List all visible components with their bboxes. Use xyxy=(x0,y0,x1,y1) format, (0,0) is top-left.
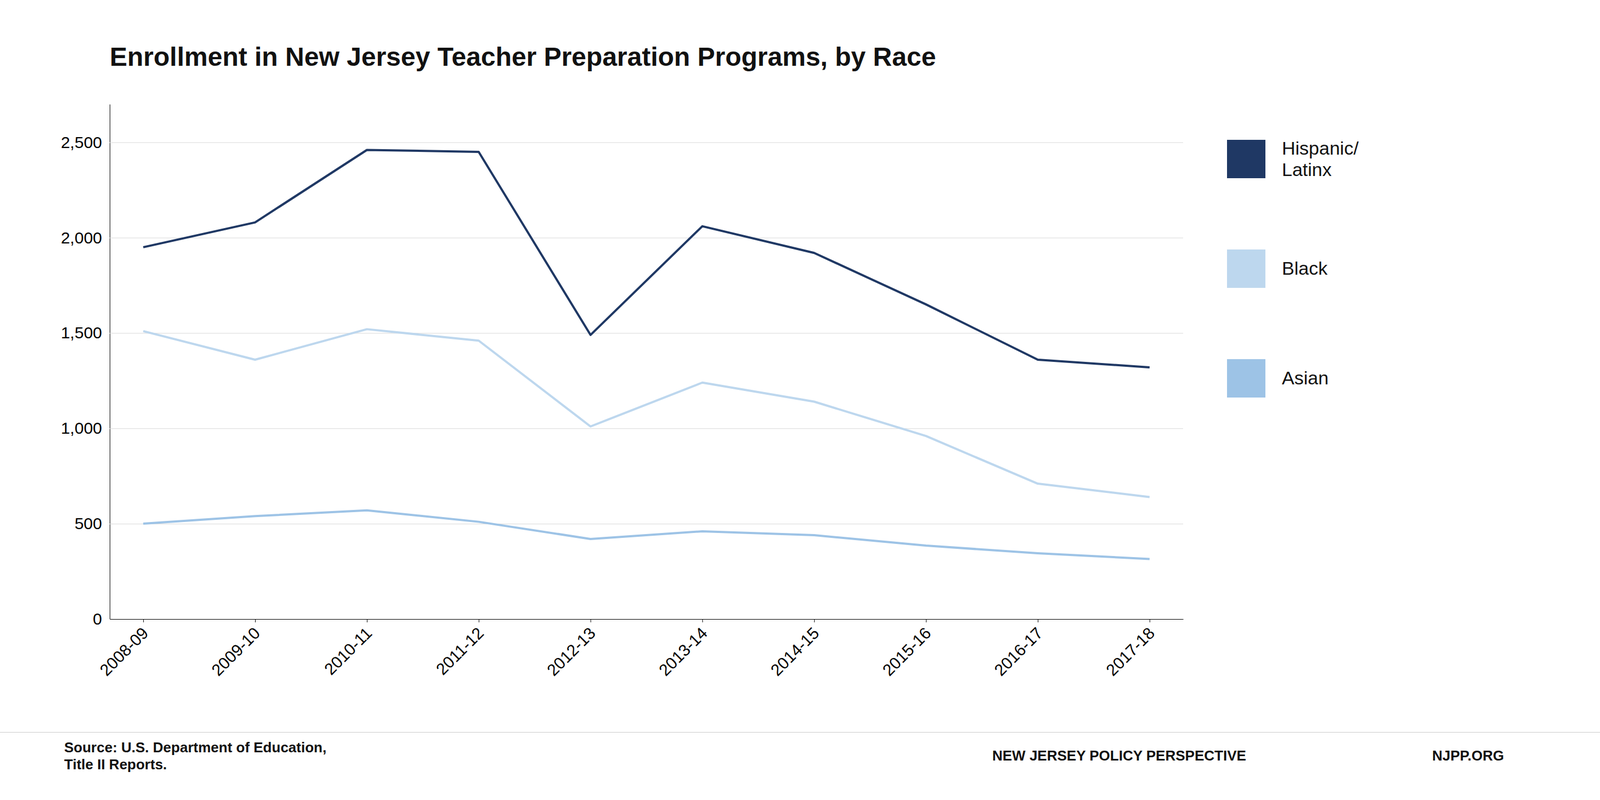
y-tick-label: 2,000 xyxy=(60,228,103,247)
annotation: NEW JERSEY POLICY PERSPECTIVE xyxy=(992,747,1247,765)
x-tick-label: 2015-16 xyxy=(878,623,935,680)
annotation: NJPP.ORG xyxy=(1432,747,1505,765)
grid-line xyxy=(109,428,1184,429)
series-line xyxy=(143,510,1150,560)
y-tick: 2,000 xyxy=(60,228,1184,247)
legend-item: Hispanic/ Latinx xyxy=(1227,137,1359,182)
x-tick: 2009-10 xyxy=(207,619,264,680)
x-tick-mark xyxy=(478,619,480,623)
x-tick-label: 2010-11 xyxy=(320,623,376,679)
y-tick-label: 1,500 xyxy=(60,323,103,342)
x-tick-label: 2013-14 xyxy=(655,623,711,680)
legend: Hispanic/ Latinx Black Asian xyxy=(1227,137,1359,467)
x-tick-label: 2017-18 xyxy=(1102,623,1158,680)
x-tick-mark xyxy=(1037,619,1039,623)
x-tick: 2014-15 xyxy=(766,619,823,680)
plot: 05001,0001,5002,0002,5002008-092009-1020… xyxy=(60,104,1184,680)
y-axis: 0 500 1,000 1,500 2,000 2,500 xyxy=(60,104,1184,629)
x-tick-mark xyxy=(366,619,368,623)
annotation: Source: U.S. Department of Education, Ti… xyxy=(64,739,327,774)
x-tick: 2011-12 xyxy=(432,619,488,679)
chart: Enrollment in New Jersey Teacher Prepara… xyxy=(0,0,1600,800)
x-tick: 2008-09 xyxy=(95,619,152,680)
grid-line xyxy=(109,237,1184,239)
y-tick: 1,000 xyxy=(60,419,1184,438)
grid-line xyxy=(109,332,1184,334)
footer-separator xyxy=(0,732,1600,733)
x-tick-label: 2014-15 xyxy=(766,623,823,680)
x-tick-mark xyxy=(590,619,592,623)
y-tick: 0 xyxy=(92,609,1184,629)
y-tick-label: 0 xyxy=(92,609,103,629)
legend-item: Black xyxy=(1227,246,1359,291)
x-tick: 2017-18 xyxy=(1102,619,1158,680)
legend-swatch xyxy=(1227,139,1266,179)
x-tick: 2010-11 xyxy=(320,619,376,679)
y-tick-label: 500 xyxy=(74,514,103,533)
x-tick: 2013-14 xyxy=(655,619,711,680)
x-tick-label: 2016-17 xyxy=(990,623,1047,680)
x-tick-label: 2011-12 xyxy=(432,623,488,679)
x-tick-mark xyxy=(1149,619,1151,623)
legend-swatch xyxy=(1227,249,1266,288)
x-tick-mark xyxy=(813,619,815,623)
legend-swatch xyxy=(1227,359,1266,398)
grid-line xyxy=(109,619,1184,620)
y-tick: 1,500 xyxy=(60,323,1184,342)
legend-item: Asian xyxy=(1227,356,1359,401)
x-axis-line xyxy=(110,619,1184,620)
legend-label: Asian xyxy=(1281,367,1329,389)
y-tick-label: 1,000 xyxy=(60,419,103,438)
x-tick-mark xyxy=(925,619,927,623)
x-tick-mark xyxy=(143,619,144,623)
x-tick-mark xyxy=(255,619,256,623)
x-tick: 2015-16 xyxy=(878,619,935,680)
series-line xyxy=(143,149,1150,367)
title: Enrollment in New Jersey Teacher Prepara… xyxy=(109,42,936,72)
legend-label: Black xyxy=(1281,257,1328,280)
x-tick: 2016-17 xyxy=(990,619,1047,680)
y-axis-line xyxy=(109,104,111,620)
lines xyxy=(143,149,1150,559)
x-tick: 2012-13 xyxy=(543,619,599,680)
legend-label: Hispanic/ Latinx xyxy=(1281,137,1359,181)
series-line xyxy=(143,329,1150,497)
y-tick-label: 2,500 xyxy=(60,133,103,152)
x-tick-mark xyxy=(702,619,703,623)
grid-line xyxy=(109,523,1184,525)
x-axis: 2008-09 2009-10 2010-11 2011-12 2012-13 2013-… xyxy=(95,619,1184,680)
grid-line xyxy=(109,142,1184,144)
x-tick-label: 2012-13 xyxy=(543,623,599,680)
x-tick-label: 2009-10 xyxy=(207,623,264,680)
x-tick-label: 2008-09 xyxy=(95,623,152,680)
y-tick: 2,500 xyxy=(60,133,1184,152)
